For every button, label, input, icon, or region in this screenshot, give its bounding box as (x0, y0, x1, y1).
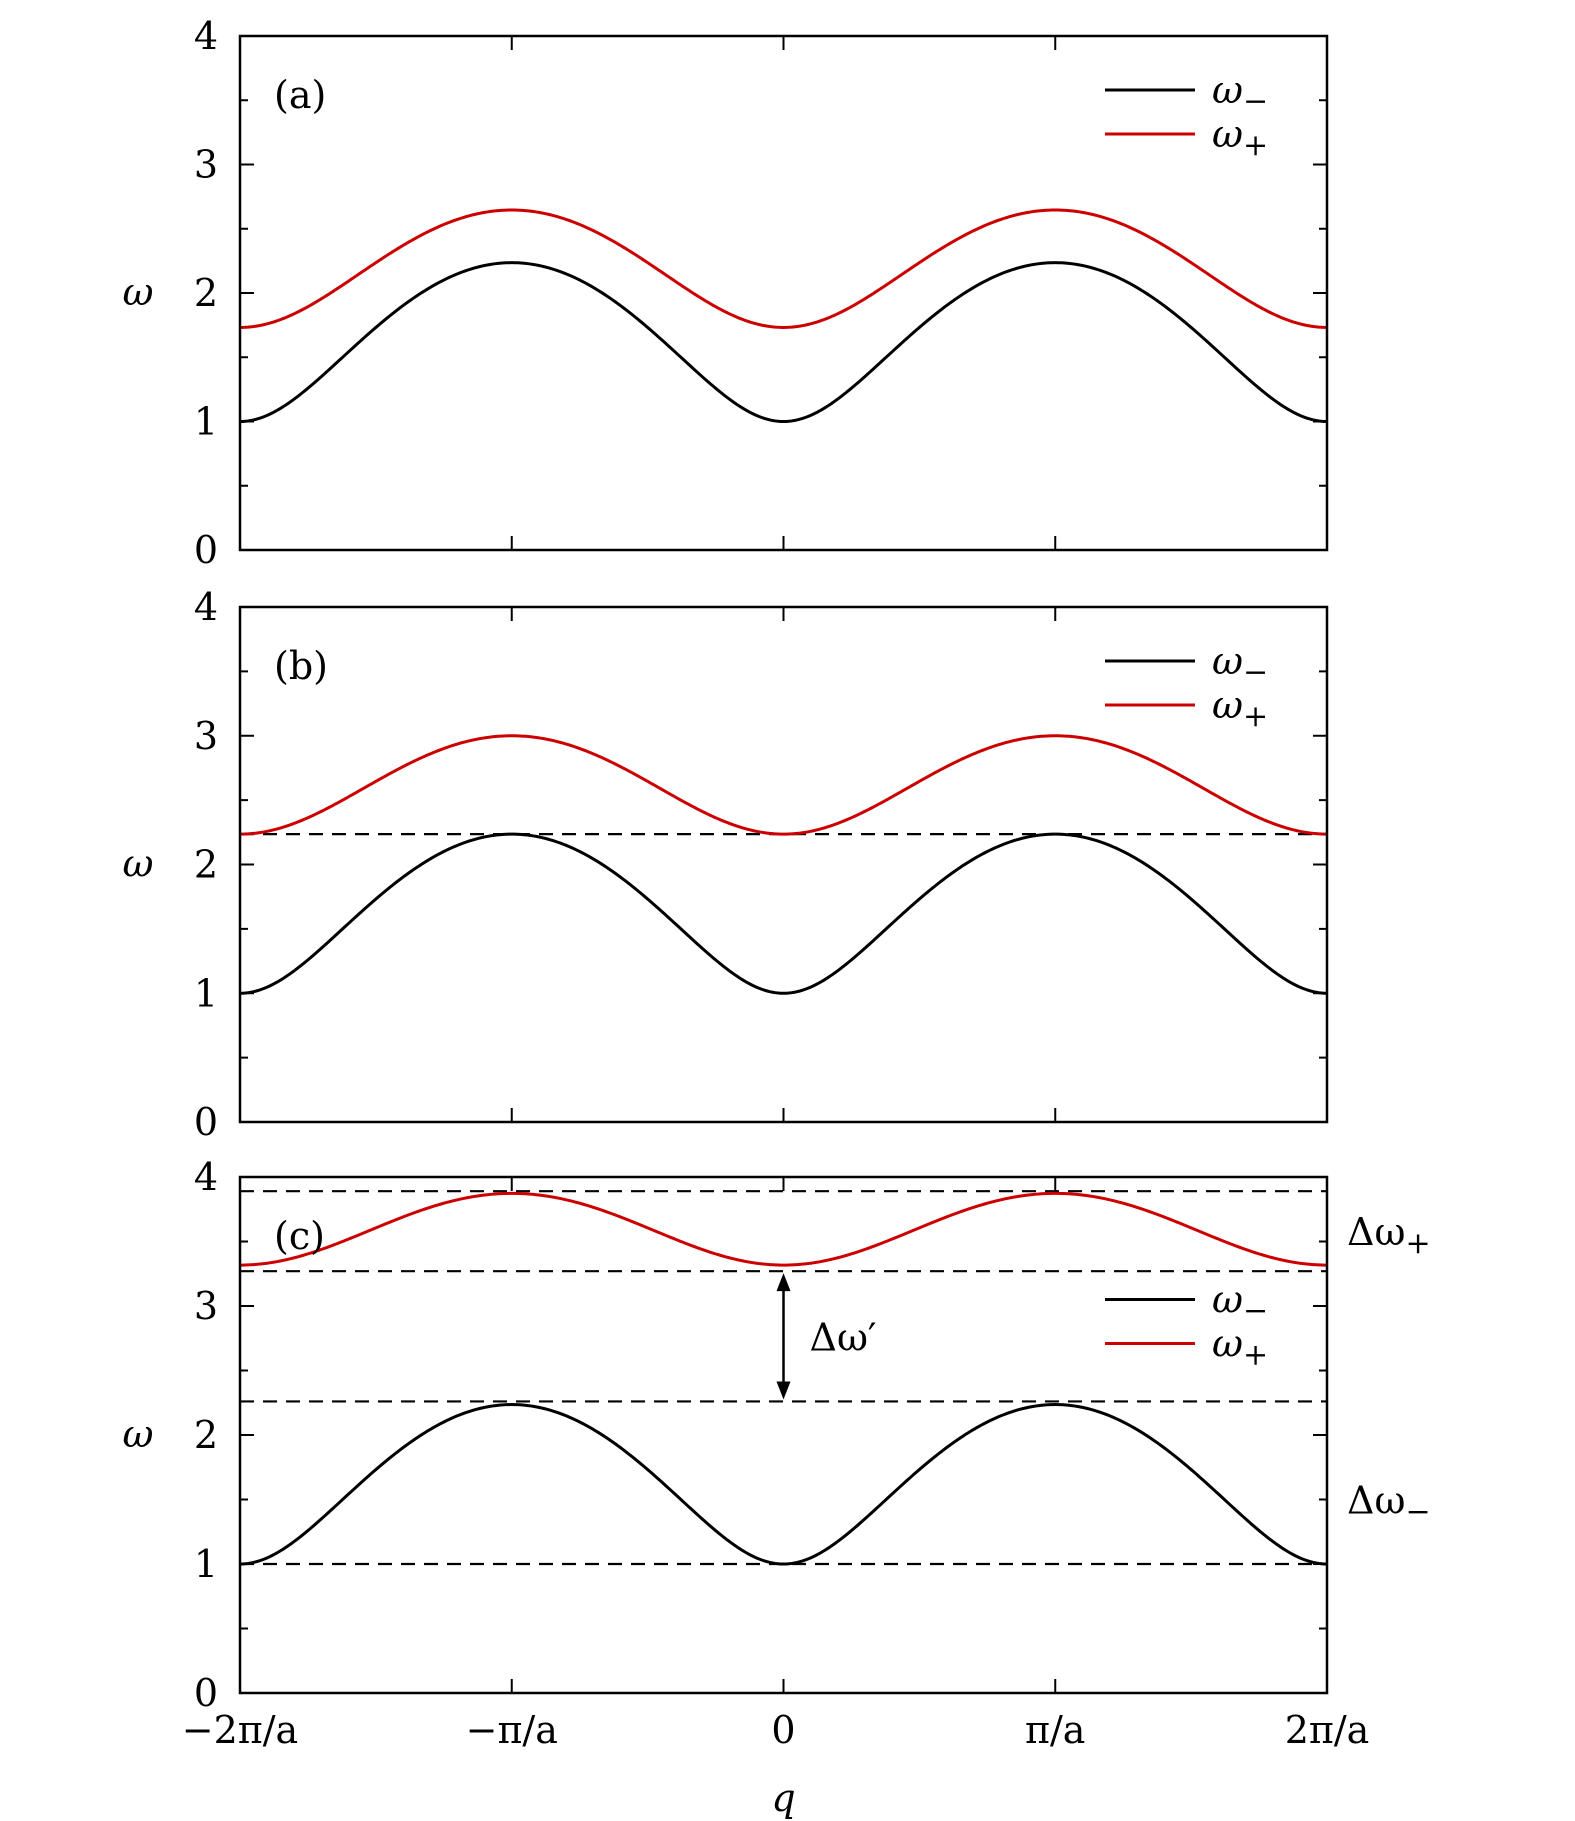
y-axis-title: ω (123, 842, 154, 886)
y-tick-label: 2 (194, 1413, 218, 1457)
panel-c: 0 1 2 3 4 −2π/a −π/a 0 π/a 2π/a ω q (c) ω−ω+ Δω+ Δω− Δω′ (123, 1155, 1431, 1820)
legend-label: ω+ (1212, 683, 1268, 734)
series-line-omega-plus (239, 734, 1328, 836)
x-axis-title: q (771, 1776, 795, 1820)
delta-omega-label: Δω+ (1347, 1210, 1431, 1261)
y-tick-label: 0 (194, 1671, 218, 1715)
panel-b: 0 1 2 3 4 ω (b) ω−ω+ (123, 585, 1329, 1144)
delta-arrow-head-down (776, 1381, 791, 1400)
series-line-omega-plus (239, 1191, 1328, 1267)
x-tick-label: −2π/a (182, 1708, 298, 1752)
y-tick-label: 4 (194, 14, 218, 58)
plot-frame (238, 34, 1329, 552)
delta-omega-prime-label: Δω′ (810, 1315, 877, 1359)
delta-arrow-head-up (776, 1273, 791, 1292)
y-tick-label: 3 (194, 1284, 218, 1328)
series-line-omega-minus (239, 261, 1328, 424)
legend-label: ω− (1212, 639, 1268, 690)
x-tick-label: 0 (771, 1708, 795, 1752)
y-tick-label: 2 (194, 843, 218, 887)
panel-label: (b) (274, 644, 328, 688)
y-tick-label: 1 (194, 971, 218, 1015)
legend-label: ω− (1212, 1278, 1268, 1329)
y-tick-label: 1 (194, 400, 218, 444)
plot-frame (238, 1175, 1329, 1695)
y-tick-label: 3 (194, 714, 218, 758)
panel-label: (c) (274, 1214, 325, 1258)
delta-omega-label: Δω− (1347, 1479, 1431, 1530)
panel-a: 0 1 2 3 4 ω (a) ω−ω+ (123, 14, 1329, 572)
y-axis-title: ω (123, 1412, 154, 1456)
plot-frame (238, 605, 1329, 1124)
y-tick-label: 4 (194, 585, 218, 629)
x-tick-label: π/a (1025, 1708, 1085, 1752)
y-tick-label: 0 (194, 528, 218, 572)
y-tick-label: 0 (194, 1100, 218, 1144)
legend-label: ω+ (1212, 112, 1268, 163)
legend-label: ω+ (1212, 1322, 1268, 1373)
y-tick-label: 2 (194, 271, 218, 315)
y-tick-label: 1 (194, 1542, 218, 1586)
panel-label: (a) (274, 73, 326, 117)
x-tick-label: 2π/a (1285, 1708, 1370, 1752)
y-axis-title: ω (123, 270, 154, 314)
x-tick-label: −π/a (466, 1708, 558, 1752)
series-line-omega-plus (239, 208, 1328, 329)
series-line-omega-minus (239, 1403, 1328, 1566)
legend-label: ω− (1212, 68, 1268, 119)
y-tick-label: 3 (194, 143, 218, 187)
series-line-omega-minus (239, 832, 1328, 995)
y-tick-label: 4 (194, 1155, 218, 1199)
